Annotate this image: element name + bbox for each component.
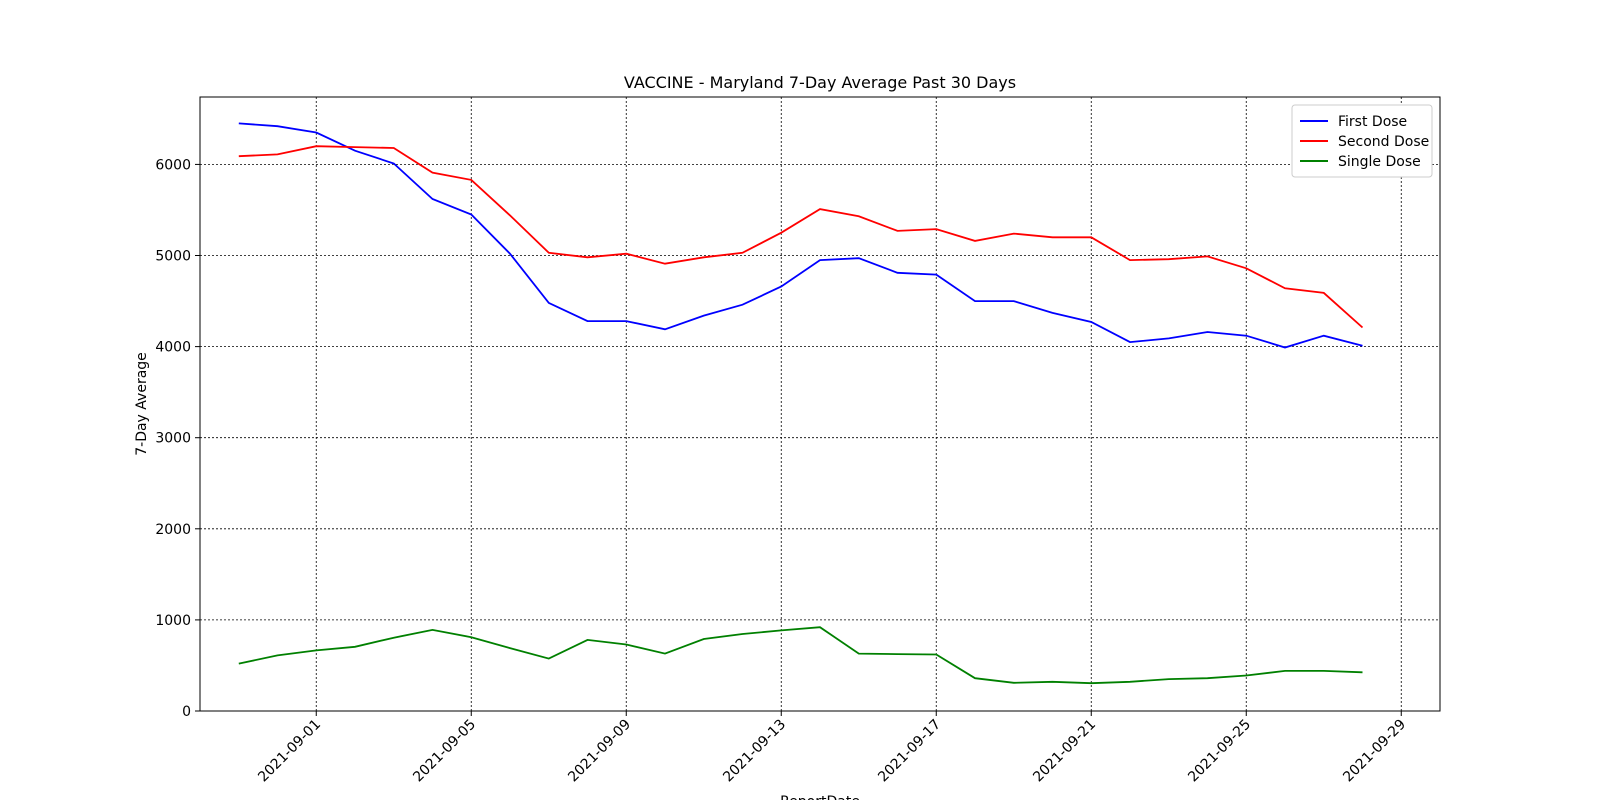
legend: First Dose Second Dose Single Dose: [1291, 104, 1433, 178]
data-line: [238, 122, 1363, 349]
plot-frame: [199, 96, 1441, 712]
y-tick-label: 3000: [155, 431, 191, 447]
y-tick-label: 5000: [155, 249, 191, 265]
legend-label: Single Dose: [1338, 154, 1421, 170]
y-tick-label: 1000: [155, 613, 191, 629]
y-tick-label: 0: [182, 704, 191, 720]
x-tick-label: 2021-09-17: [875, 717, 944, 786]
data-line: [238, 626, 1363, 685]
chart-title: VACCINE - Maryland 7-Day Average Past 30…: [624, 73, 1016, 92]
x-tick-label: 2021-09-05: [410, 717, 479, 786]
x-axis-label: ReportDate: [780, 794, 860, 800]
x-tick-label: 2021-09-29: [1340, 717, 1409, 786]
data-line: [238, 145, 1364, 329]
legend-box: [1291, 104, 1433, 178]
y-tick-label: 6000: [155, 157, 191, 173]
x-tick-label: 2021-09-13: [720, 717, 789, 786]
legend-label: First Dose: [1338, 114, 1407, 130]
legend-label: Second Dose: [1338, 134, 1429, 150]
x-tick-label: 2021-09-21: [1030, 717, 1099, 786]
y-axis-label: 7-Day Average: [134, 352, 150, 456]
x-tick-label: 2021-09-01: [255, 717, 324, 786]
x-tick-label: 2021-09-09: [565, 717, 634, 786]
x-tick-label: 2021-09-25: [1185, 717, 1254, 786]
y-tick-label: 4000: [155, 340, 191, 356]
y-tick-label: 2000: [155, 522, 191, 538]
